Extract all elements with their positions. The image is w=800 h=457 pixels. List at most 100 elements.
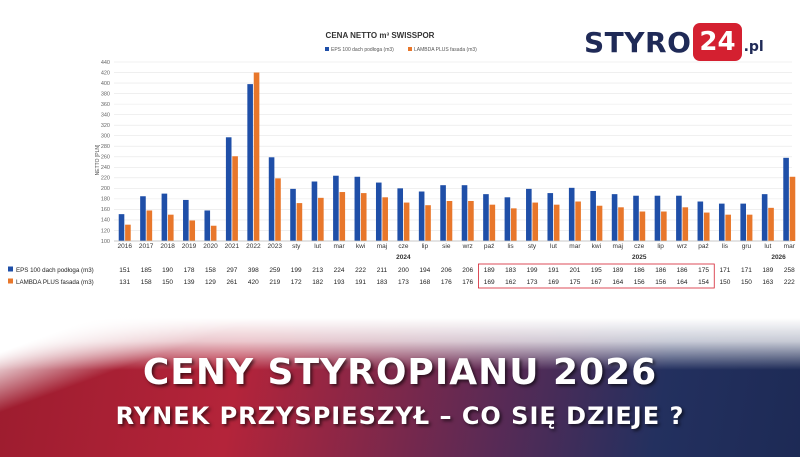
table-cell: 162 [505, 279, 516, 286]
x-tick-label: sie [442, 243, 451, 250]
bar-lambda [232, 156, 238, 241]
table-cell: 200 [398, 267, 409, 274]
bar-eps [676, 195, 682, 241]
bar-eps [654, 195, 661, 241]
x-tick-label: lut [550, 243, 557, 250]
table-cell: 172 [291, 279, 302, 286]
x-tick-label: 2019 [182, 243, 197, 250]
x-tick-label: paź [698, 243, 708, 250]
bar-eps [611, 194, 618, 241]
x-tick-label: maj [377, 243, 387, 250]
bar-eps [140, 196, 146, 241]
styro24-logo[interactable]: STYRO 24 .pl [584, 20, 764, 64]
x-tick-label: lip [422, 243, 429, 250]
table-cell: 178 [184, 267, 195, 274]
x-tick-label: sty [292, 243, 301, 250]
y-axis-label: NETTO [PLN] [95, 144, 101, 175]
table-cell: 169 [484, 279, 495, 286]
bar-eps [204, 210, 211, 241]
bar-eps [268, 157, 275, 241]
x-tick-label: lis [508, 243, 515, 250]
year-label: 2026 [771, 254, 786, 261]
table-cell: 420 [248, 279, 259, 286]
year-label: 2024 [396, 254, 411, 261]
x-tick-label: 2021 [225, 243, 240, 250]
bar-eps [483, 194, 489, 241]
x-tick-label: mar [784, 243, 796, 250]
bar-eps [526, 188, 532, 241]
y-tick-label: 380 [101, 91, 110, 97]
bar-lambda [768, 207, 774, 241]
bar-lambda [446, 200, 453, 241]
y-tick-label: 260 [101, 155, 110, 161]
bar-lambda [510, 208, 517, 241]
logo-name: STYRO [584, 25, 692, 59]
bar-eps [225, 137, 232, 241]
table-cell: 163 [762, 279, 773, 286]
chart-title: CENA NETTO m³ SWISSPOR [326, 31, 435, 40]
bar-lambda [639, 211, 646, 241]
bar-lambda [210, 225, 217, 241]
table-cell: 189 [484, 267, 495, 274]
x-tick-label: lip [657, 243, 664, 250]
table-cell: 224 [334, 267, 345, 274]
bar-lambda [360, 193, 367, 241]
x-tick-label: kwi [592, 243, 601, 250]
table-cell: 150 [741, 279, 752, 286]
table-cell: 258 [784, 267, 795, 274]
y-tick-label: 340 [101, 112, 110, 118]
y-tick-label: 280 [101, 144, 110, 150]
table-cell: 189 [762, 267, 773, 274]
y-tick-label: 400 [101, 81, 110, 87]
y-tick-label: 200 [101, 186, 110, 192]
table-cell: 185 [141, 267, 152, 274]
headline-title: CENY STYROPIANU 2026 [142, 352, 658, 393]
y-tick-label: 140 [101, 218, 110, 224]
table-cell: 151 [119, 267, 130, 274]
bar-eps [761, 194, 768, 241]
bar-eps [783, 157, 789, 241]
bar-eps [461, 185, 468, 241]
legend-label-lambda: LAMBDA PLUS fasada (m3) [414, 47, 477, 53]
bar-lambda [275, 178, 281, 241]
bar-lambda [725, 214, 731, 241]
table-cell: 195 [591, 267, 602, 274]
table-row-label: EPS 100 dach podłoga (m3) [16, 267, 94, 274]
table-cell: 206 [441, 267, 452, 274]
table-cell: 190 [162, 267, 173, 274]
logo-number: 24 [693, 23, 742, 61]
bar-lambda [575, 201, 581, 241]
table-cell: 176 [462, 279, 473, 286]
table-cell: 176 [441, 279, 452, 286]
table-cell: 189 [612, 267, 623, 274]
table-cell: 156 [634, 279, 645, 286]
table-cell: 297 [226, 267, 237, 274]
x-tick-label: 2022 [246, 243, 261, 250]
table-cell: 169 [548, 279, 559, 286]
x-tick-label: 2018 [160, 243, 175, 250]
bar-lambda [425, 205, 431, 241]
table-cell: 193 [334, 279, 345, 286]
legend-label-eps: EPS 100 dach podłoga (m3) [331, 47, 394, 53]
table-cell: 171 [741, 267, 752, 274]
bar-lambda [618, 207, 624, 241]
chart-legend: EPS 100 dach podłoga (m3) LAMBDA PLUS fa… [325, 47, 477, 53]
bar-lambda [703, 212, 710, 241]
bar-eps [697, 201, 704, 241]
table-cell: 175 [569, 279, 580, 286]
x-tick-label: cze [398, 243, 409, 250]
bar-lambda [789, 176, 796, 241]
table-cell: 186 [634, 267, 645, 274]
table-swatch-lambda [8, 278, 13, 284]
bar-lambda [596, 205, 603, 241]
bar-eps [118, 214, 125, 241]
table-cell: 183 [505, 267, 516, 274]
bar-lambda [125, 224, 131, 241]
x-tick-label: wrz [462, 243, 473, 250]
bar-lambda [296, 203, 303, 241]
x-tick-label: maj [613, 243, 623, 250]
bar-eps [547, 193, 554, 241]
y-tick-label: 240 [101, 165, 110, 171]
legend-swatch-lambda [408, 47, 412, 51]
bar-lambda [532, 202, 539, 241]
